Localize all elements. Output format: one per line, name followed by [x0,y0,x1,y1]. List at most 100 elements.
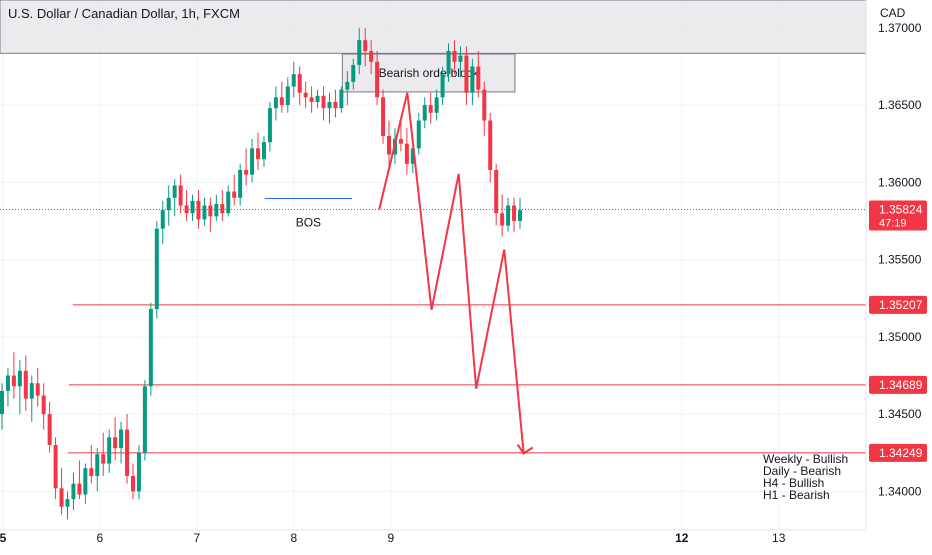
candle-body [398,139,403,144]
candle-body [148,309,153,387]
level-price-label: 1.34689 [879,378,923,392]
candle-body [494,169,499,214]
candle-body [279,97,284,106]
x-tick-label: 7 [194,531,201,545]
candle-body [363,40,368,51]
level-price-tag [869,443,927,462]
candle-body [208,205,213,217]
candle-body [500,213,505,226]
candle-body [11,375,16,387]
candle-body [244,169,249,175]
candle-body [273,97,278,109]
candle-body [416,120,421,149]
candle-body [470,66,475,93]
candle-body [327,101,332,109]
candle-body [291,74,296,87]
level-price-label: 1.35207 [879,298,923,312]
candle-body [125,429,130,476]
candle-body [315,95,320,102]
candle-body [89,468,94,476]
candle-body [23,370,28,399]
candle-body [381,97,386,136]
x-tick-label: 12 [675,531,689,545]
candle-body [172,185,177,198]
y-tick-label: 1.36000 [878,175,922,189]
candle-body [458,55,463,62]
candle-body [369,50,374,62]
candle-body [232,191,237,198]
bias-h4: H4 - Bullish [763,476,825,490]
candle-body [41,395,46,415]
candle-body [428,105,433,113]
candle-body [119,429,124,449]
candle-body [220,203,225,214]
candle-body [488,120,493,170]
x-tick-label: 9 [387,531,394,545]
candle-body [136,452,141,492]
axis-currency: CAD [880,6,906,20]
candle-body [226,191,231,214]
candle-body [29,383,34,399]
y-tick-label: 1.35000 [878,330,922,344]
bias-notes: Weekly - Bullish Daily - Bearish H4 - Bu… [763,453,848,501]
candle-body [0,390,4,415]
candle-body [267,108,272,143]
candle-body [196,200,201,220]
candle-body [83,468,88,495]
candle-body [476,66,481,90]
x-tick-label: 6 [97,531,104,545]
candle-body [113,437,118,449]
candle-body [440,74,445,98]
candle-body [387,135,392,155]
x-tick-label: 8 [290,531,297,545]
candle-body [297,74,302,93]
candle-body [261,142,266,160]
y-tick-label: 1.34000 [878,484,922,498]
current-price-label: 1.35824 [879,203,923,217]
candle-body [410,148,415,164]
bias-h1: H1 - Bearish [763,488,830,502]
candle-body [160,210,165,229]
candle-body [339,89,344,109]
candle-body [166,197,171,211]
level-price-tag [869,375,927,394]
symbol-title: U.S. Dollar / Canadian Dollar, 1h, FXCM [8,6,240,21]
candle-body [357,40,362,65]
candle-body [351,64,356,82]
x-tick-label: 5 [0,531,7,545]
candle-body [101,454,106,464]
candle-body [404,143,409,164]
candle-body [17,370,22,387]
candle-body [250,148,255,175]
candle-body [285,86,290,106]
candle-body [47,414,52,446]
candle-body [71,483,76,500]
countdown-label: 47:19 [879,218,907,230]
candle-body [464,55,469,93]
candle-body [190,200,195,214]
candle-body [512,205,517,221]
candle-body [130,475,135,492]
candle-body [202,205,207,220]
candle-body [506,205,511,226]
candle-body [303,92,308,98]
candle-body [256,148,261,160]
candle-body [154,228,159,310]
level-price-label: 1.34249 [879,446,923,460]
candle-body [5,375,10,391]
candle-body [77,483,82,495]
candle-body [518,210,522,221]
candle-body [214,203,219,217]
projection-arrowhead [516,443,534,455]
candle-body [321,95,326,109]
candle-body [107,437,112,464]
candle-body [482,89,487,121]
upper-zone [0,0,867,54]
candle-body [309,97,314,102]
bos-label: BOS [296,216,321,230]
candle-body [35,383,40,396]
candle-body [142,386,147,453]
candle-body [422,105,427,121]
candle-body [345,81,350,90]
